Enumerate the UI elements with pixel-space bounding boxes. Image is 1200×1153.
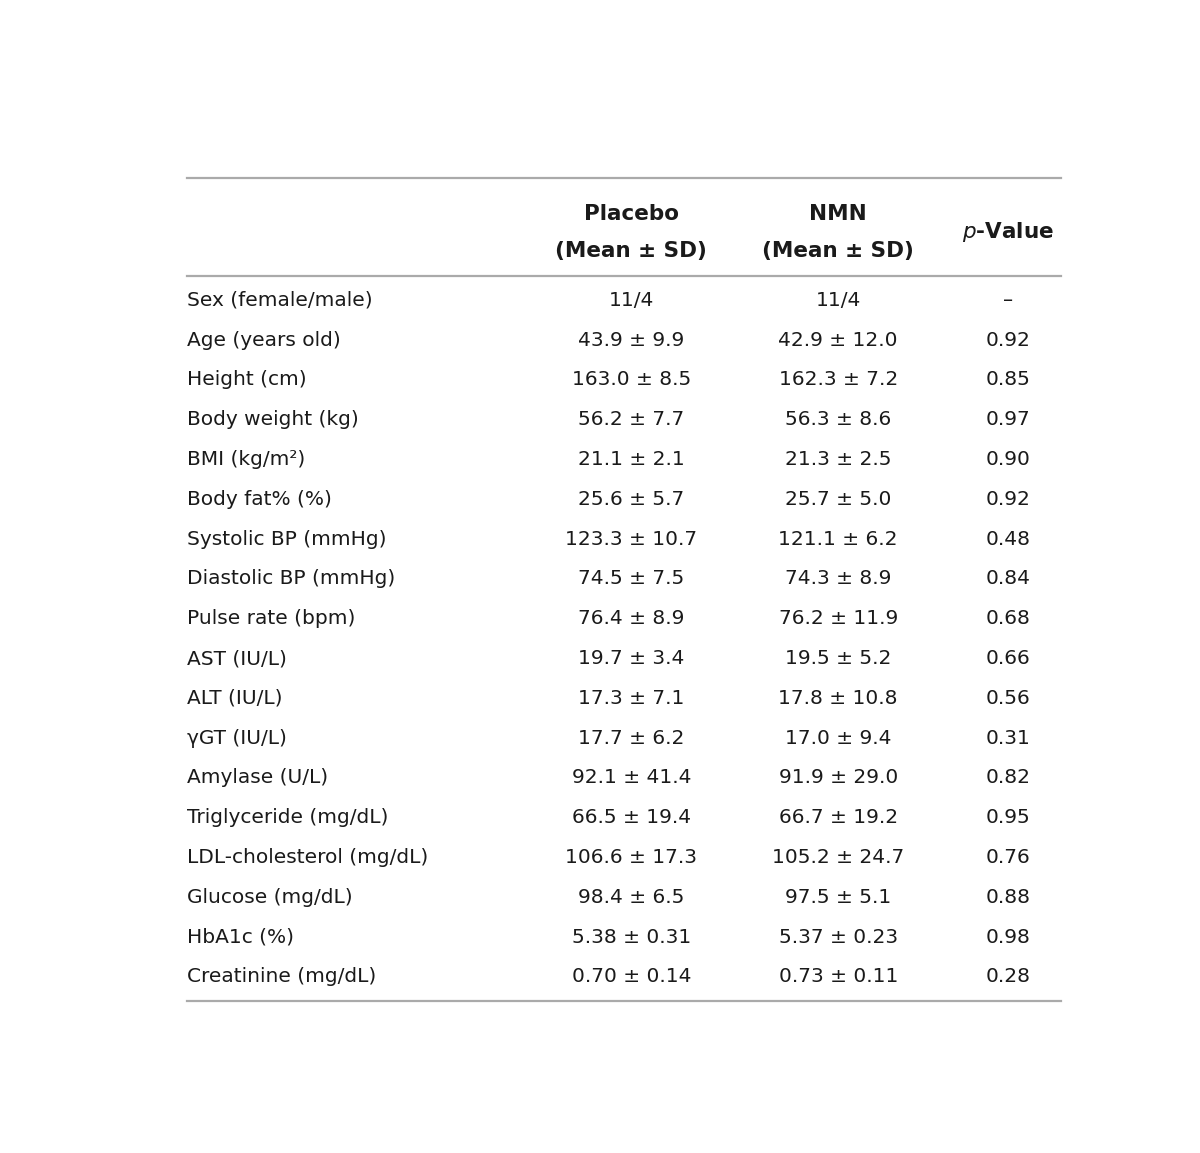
Text: 163.0 ± 8.5: 163.0 ± 8.5 bbox=[571, 370, 691, 390]
Text: 21.3 ± 2.5: 21.3 ± 2.5 bbox=[785, 450, 892, 469]
Text: 0.73 ± 0.11: 0.73 ± 0.11 bbox=[779, 967, 898, 987]
Text: (Mean ± SD): (Mean ± SD) bbox=[762, 241, 914, 261]
Text: AST (IU/L): AST (IU/L) bbox=[187, 649, 287, 668]
Text: NMN: NMN bbox=[809, 204, 868, 224]
Text: 5.37 ± 0.23: 5.37 ± 0.23 bbox=[779, 928, 898, 947]
Text: Sex (female/male): Sex (female/male) bbox=[187, 291, 373, 310]
Text: Height (cm): Height (cm) bbox=[187, 370, 307, 390]
Text: 0.56: 0.56 bbox=[985, 688, 1031, 708]
Text: 0.68: 0.68 bbox=[985, 609, 1031, 628]
Text: γGT (IU/L): γGT (IU/L) bbox=[187, 729, 287, 747]
Text: 0.84: 0.84 bbox=[985, 570, 1031, 588]
Text: 66.7 ± 19.2: 66.7 ± 19.2 bbox=[779, 808, 898, 827]
Text: $\it{p}$-Value: $\it{p}$-Value bbox=[962, 220, 1054, 244]
Text: 74.3 ± 8.9: 74.3 ± 8.9 bbox=[785, 570, 892, 588]
Text: 43.9 ± 9.9: 43.9 ± 9.9 bbox=[578, 331, 684, 349]
Text: 5.38 ± 0.31: 5.38 ± 0.31 bbox=[571, 928, 691, 947]
Text: 0.92: 0.92 bbox=[985, 490, 1031, 508]
Text: 0.28: 0.28 bbox=[985, 967, 1031, 987]
Text: 0.98: 0.98 bbox=[985, 928, 1031, 947]
Text: 0.95: 0.95 bbox=[985, 808, 1031, 827]
Text: 11/4: 11/4 bbox=[816, 291, 860, 310]
Text: 19.7 ± 3.4: 19.7 ± 3.4 bbox=[578, 649, 684, 668]
Text: LDL-cholesterol (mg/dL): LDL-cholesterol (mg/dL) bbox=[187, 849, 428, 867]
Text: 97.5 ± 5.1: 97.5 ± 5.1 bbox=[785, 888, 892, 907]
Text: Systolic BP (mmHg): Systolic BP (mmHg) bbox=[187, 529, 386, 549]
Text: 76.4 ± 8.9: 76.4 ± 8.9 bbox=[578, 609, 684, 628]
Text: 0.76: 0.76 bbox=[985, 849, 1031, 867]
Text: 0.88: 0.88 bbox=[985, 888, 1031, 907]
Text: –: – bbox=[1003, 291, 1013, 310]
Text: 105.2 ± 24.7: 105.2 ± 24.7 bbox=[772, 849, 905, 867]
Text: ALT (IU/L): ALT (IU/L) bbox=[187, 688, 283, 708]
Text: BMI (kg/m²): BMI (kg/m²) bbox=[187, 450, 306, 469]
Text: 98.4 ± 6.5: 98.4 ± 6.5 bbox=[578, 888, 684, 907]
Text: 17.3 ± 7.1: 17.3 ± 7.1 bbox=[578, 688, 684, 708]
Text: 0.31: 0.31 bbox=[985, 729, 1031, 747]
Text: 123.3 ± 10.7: 123.3 ± 10.7 bbox=[565, 529, 697, 549]
Text: 0.85: 0.85 bbox=[985, 370, 1031, 390]
Text: HbA1c (%): HbA1c (%) bbox=[187, 928, 294, 947]
Text: 66.5 ± 19.4: 66.5 ± 19.4 bbox=[571, 808, 691, 827]
Text: 21.1 ± 2.1: 21.1 ± 2.1 bbox=[578, 450, 685, 469]
Text: 42.9 ± 12.0: 42.9 ± 12.0 bbox=[779, 331, 898, 349]
Text: Body weight (kg): Body weight (kg) bbox=[187, 410, 359, 429]
Text: 74.5 ± 7.5: 74.5 ± 7.5 bbox=[578, 570, 684, 588]
Text: 17.7 ± 6.2: 17.7 ± 6.2 bbox=[578, 729, 684, 747]
Text: Pulse rate (bpm): Pulse rate (bpm) bbox=[187, 609, 355, 628]
Text: 17.0 ± 9.4: 17.0 ± 9.4 bbox=[785, 729, 892, 747]
Text: Age (years old): Age (years old) bbox=[187, 331, 341, 349]
Text: Placebo: Placebo bbox=[583, 204, 679, 224]
Text: 11/4: 11/4 bbox=[608, 291, 654, 310]
Text: 0.90: 0.90 bbox=[985, 450, 1031, 469]
Text: Amylase (U/L): Amylase (U/L) bbox=[187, 768, 329, 787]
Text: Creatinine (mg/dL): Creatinine (mg/dL) bbox=[187, 967, 377, 987]
Text: 56.3 ± 8.6: 56.3 ± 8.6 bbox=[785, 410, 892, 429]
Text: 17.8 ± 10.8: 17.8 ± 10.8 bbox=[779, 688, 898, 708]
Text: (Mean ± SD): (Mean ± SD) bbox=[556, 241, 707, 261]
Text: 162.3 ± 7.2: 162.3 ± 7.2 bbox=[779, 370, 898, 390]
Text: 76.2 ± 11.9: 76.2 ± 11.9 bbox=[779, 609, 898, 628]
Text: 0.82: 0.82 bbox=[985, 768, 1031, 787]
Text: 91.9 ± 29.0: 91.9 ± 29.0 bbox=[779, 768, 898, 787]
Text: 0.97: 0.97 bbox=[985, 410, 1031, 429]
Text: Glucose (mg/dL): Glucose (mg/dL) bbox=[187, 888, 353, 907]
Text: Body fat% (%): Body fat% (%) bbox=[187, 490, 332, 508]
Text: Triglyceride (mg/dL): Triglyceride (mg/dL) bbox=[187, 808, 389, 827]
Text: 121.1 ± 6.2: 121.1 ± 6.2 bbox=[779, 529, 898, 549]
Text: 19.5 ± 5.2: 19.5 ± 5.2 bbox=[785, 649, 892, 668]
Text: 106.6 ± 17.3: 106.6 ± 17.3 bbox=[565, 849, 697, 867]
Text: 92.1 ± 41.4: 92.1 ± 41.4 bbox=[571, 768, 691, 787]
Text: 25.6 ± 5.7: 25.6 ± 5.7 bbox=[578, 490, 684, 508]
Text: 56.2 ± 7.7: 56.2 ± 7.7 bbox=[578, 410, 684, 429]
Text: 0.66: 0.66 bbox=[985, 649, 1031, 668]
Text: 0.92: 0.92 bbox=[985, 331, 1031, 349]
Text: 25.7 ± 5.0: 25.7 ± 5.0 bbox=[785, 490, 892, 508]
Text: 0.48: 0.48 bbox=[985, 529, 1031, 549]
Text: 0.70 ± 0.14: 0.70 ± 0.14 bbox=[571, 967, 691, 987]
Text: Diastolic BP (mmHg): Diastolic BP (mmHg) bbox=[187, 570, 396, 588]
